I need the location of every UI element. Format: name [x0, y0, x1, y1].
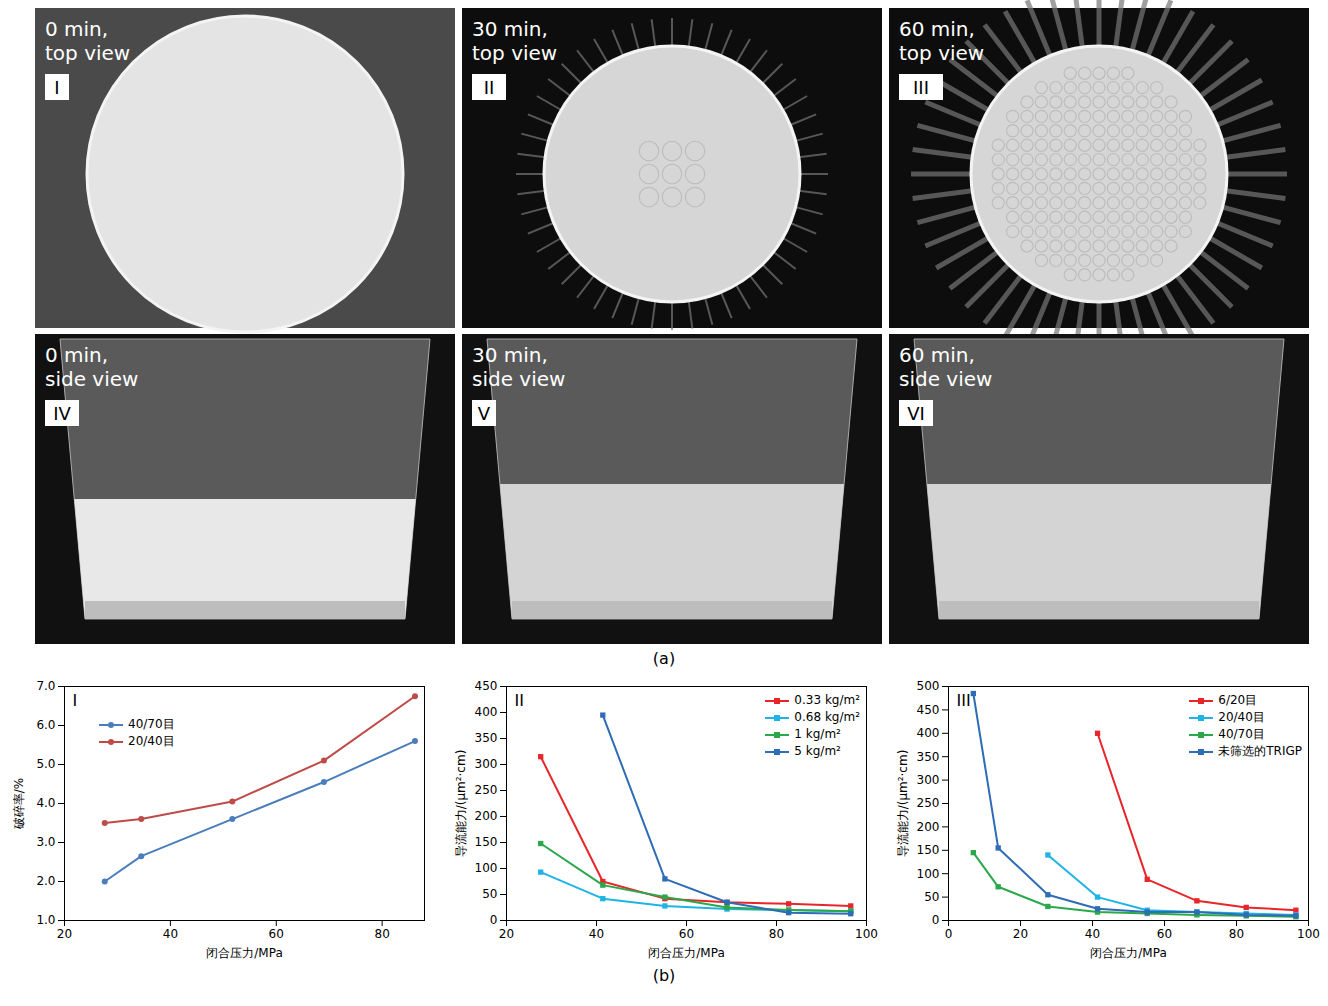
svg-text:导流能力/(μm²·cm): 导流能力/(μm²·cm) — [896, 750, 910, 858]
svg-text:400: 400 — [475, 705, 498, 719]
svg-text:40: 40 — [163, 927, 178, 941]
svg-text:VI: VI — [907, 403, 925, 424]
svg-text:450: 450 — [475, 679, 498, 693]
svg-text:0 min,top view: 0 min,top view — [45, 17, 130, 65]
html-text:5 kg/m²: 5 kg/m² — [794, 744, 841, 758]
svg-text:60 min,top view: 60 min,top view — [899, 17, 984, 65]
svg-text:250: 250 — [917, 796, 940, 810]
html-text:(b): (b) — [652, 966, 676, 985]
svg-text:20: 20 — [57, 927, 72, 941]
svg-text:200: 200 — [917, 820, 940, 834]
html-text:20/40目: 20/40目 — [128, 734, 175, 748]
html-text:40/70目: 40/70目 — [128, 717, 175, 731]
svg-text:20: 20 — [499, 927, 514, 941]
svg-text:250: 250 — [475, 783, 498, 797]
svg-text:2.0: 2.0 — [36, 874, 55, 888]
svg-text:0: 0 — [932, 913, 940, 927]
svg-text:4.0: 4.0 — [36, 796, 55, 810]
svg-text:闭合压力/MPa: 闭合压力/MPa — [1090, 946, 1166, 960]
svg-text:100: 100 — [855, 927, 878, 941]
svg-text:闭合压力/MPa: 闭合压力/MPa — [648, 946, 724, 960]
svg-text:5.0: 5.0 — [36, 757, 55, 771]
svg-text:V: V — [478, 403, 491, 424]
svg-text:80: 80 — [375, 927, 390, 941]
svg-text:60: 60 — [269, 927, 284, 941]
svg-text:3.0: 3.0 — [36, 835, 55, 849]
svg-text:破碎率/%: 破碎率/% — [12, 778, 26, 830]
svg-text:40: 40 — [589, 927, 604, 941]
svg-text:150: 150 — [917, 843, 940, 857]
svg-text:II: II — [515, 691, 524, 710]
svg-text:20: 20 — [1013, 927, 1028, 941]
svg-text:7.0: 7.0 — [36, 679, 55, 693]
svg-text:100: 100 — [475, 861, 498, 875]
svg-text:I: I — [73, 691, 78, 710]
svg-text:导流能力/(μm²·cm): 导流能力/(μm²·cm) — [454, 750, 468, 858]
svg-text:350: 350 — [475, 731, 498, 745]
svg-text:400: 400 — [917, 726, 940, 740]
svg-text:100: 100 — [1297, 927, 1320, 941]
svg-text:150: 150 — [475, 835, 498, 849]
svg-text:100: 100 — [917, 867, 940, 881]
html-text:40/70目: 40/70目 — [1218, 727, 1265, 741]
svg-text:300: 300 — [917, 773, 940, 787]
svg-text:IV: IV — [53, 403, 71, 424]
svg-text:60: 60 — [679, 927, 694, 941]
svg-text:0: 0 — [945, 927, 953, 941]
svg-text:500: 500 — [917, 679, 940, 693]
svg-text:I: I — [54, 77, 59, 98]
svg-text:II: II — [484, 77, 495, 98]
svg-text:30 min,side view: 30 min,side view — [472, 343, 565, 391]
svg-text:闭合压力/MPa: 闭合压力/MPa — [206, 946, 282, 960]
html-text:0.33 kg/m²: 0.33 kg/m² — [794, 693, 860, 707]
svg-text:80: 80 — [1229, 927, 1244, 941]
svg-text:80: 80 — [769, 927, 784, 941]
svg-text:30 min,top view: 30 min,top view — [472, 17, 557, 65]
html-text:0.68 kg/m²: 0.68 kg/m² — [794, 710, 860, 724]
svg-text:III: III — [913, 77, 929, 98]
html-text:1 kg/m²: 1 kg/m² — [794, 727, 841, 741]
svg-text:1.0: 1.0 — [36, 913, 55, 927]
svg-text:50: 50 — [482, 887, 497, 901]
svg-text:350: 350 — [917, 750, 940, 764]
svg-text:50: 50 — [924, 890, 939, 904]
svg-text:6.0: 6.0 — [36, 718, 55, 732]
svg-text:200: 200 — [475, 809, 498, 823]
html-text:20/40目: 20/40目 — [1218, 710, 1265, 724]
svg-text:III: III — [957, 691, 971, 710]
svg-text:60: 60 — [1157, 927, 1172, 941]
svg-text:0: 0 — [490, 913, 498, 927]
svg-text:0 min,side view: 0 min,side view — [45, 343, 138, 391]
svg-text:450: 450 — [917, 703, 940, 717]
svg-text:60 min,side view: 60 min,side view — [899, 343, 992, 391]
svg-text:300: 300 — [475, 757, 498, 771]
html-text:6/20目: 6/20目 — [1218, 693, 1258, 707]
svg-text:(a): (a) — [653, 649, 675, 668]
html-text:未筛选的TRIGP: 未筛选的TRIGP — [1218, 744, 1302, 758]
svg-text:40: 40 — [1085, 927, 1100, 941]
